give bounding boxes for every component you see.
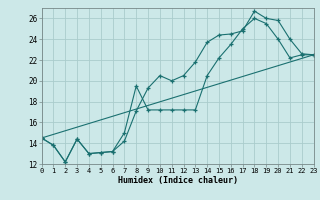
X-axis label: Humidex (Indice chaleur): Humidex (Indice chaleur): [118, 176, 237, 185]
